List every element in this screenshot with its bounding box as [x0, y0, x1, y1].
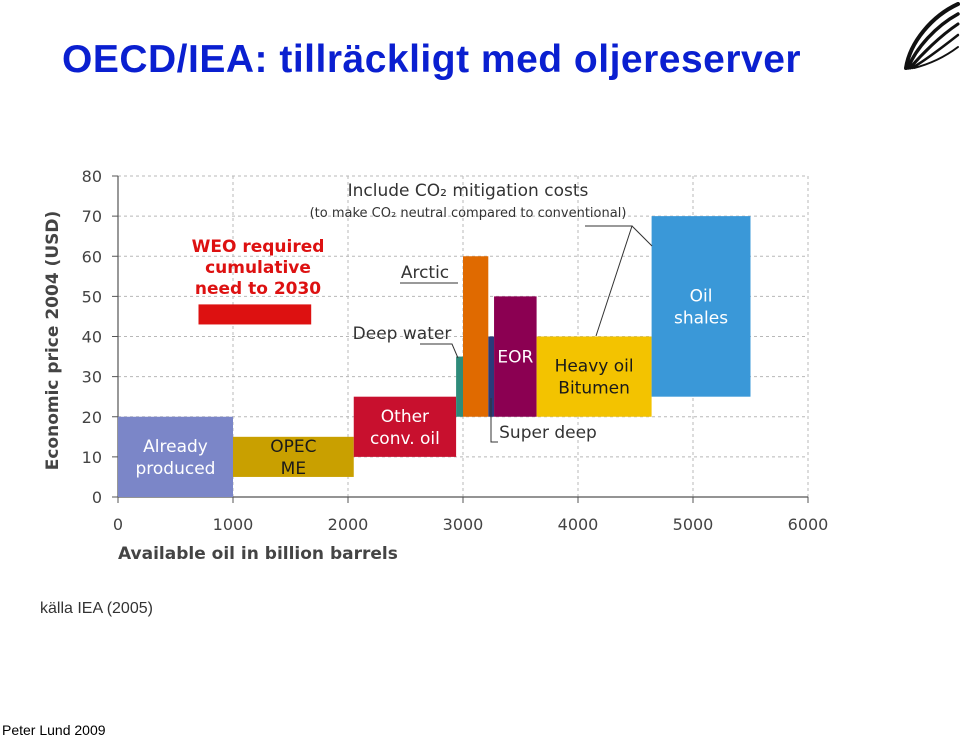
co2-annotation-subtitle: (to make CO₂ neutral compared to convent…	[310, 206, 627, 221]
block-deep-water	[456, 356, 463, 417]
source-note: källa IEA (2005)	[40, 600, 153, 617]
block-already-produced	[118, 416, 233, 497]
block-opec-me	[233, 436, 354, 477]
weo-label: need to 2030	[195, 279, 321, 299]
y-axis-label: Economic price 2004 (USD)	[43, 211, 63, 471]
weo-required-bar	[198, 304, 312, 325]
block-label-eor: EOR	[497, 348, 533, 368]
block-label-heavy-oil-bitumen: Heavy oil	[555, 357, 634, 377]
arctic-annotation: Arctic	[401, 263, 449, 283]
swoosh-logo-icon	[904, 2, 960, 70]
block-label-oil-shales: Oil	[690, 286, 713, 306]
block-label-already-produced: produced	[136, 459, 216, 479]
weo-label: cumulative	[205, 258, 311, 278]
block-label-opec-me: OPEC	[270, 437, 316, 457]
x-tick-label: 1000	[213, 515, 254, 534]
x-tick-label: 4000	[558, 515, 599, 534]
y-tick-label: 0	[92, 488, 102, 507]
block-label-other-conv-oil: Other	[381, 407, 429, 427]
x-tick-label: 6000	[788, 515, 829, 534]
block-eor	[494, 296, 537, 417]
x-axis-label: Available oil in billion barrels	[118, 544, 398, 564]
block-arctic	[463, 256, 489, 417]
slide-title: OECD/IEA: tillräckligt med oljereserver	[62, 38, 802, 81]
y-tick-label: 20	[82, 408, 102, 427]
block-oil-shales	[651, 216, 751, 397]
deep-water-leader	[420, 343, 459, 359]
y-tick-label: 40	[82, 328, 102, 347]
block-label-heavy-oil-bitumen: Bitumen	[558, 379, 630, 399]
super-deep-annotation: Super deep	[499, 423, 597, 443]
y-tick-label: 10	[82, 448, 102, 467]
y-tick-label: 80	[82, 167, 102, 186]
y-tick-label: 70	[82, 207, 102, 226]
block-heavy-oil-bitumen	[536, 336, 652, 417]
block-label-oil-shales: shales	[674, 308, 728, 328]
block-label-already-produced: Already	[143, 437, 208, 457]
y-tick-label: 60	[82, 247, 102, 266]
supply-cost-chart: 0 10 20 30 40 50 60 70 80 0 1000 2000 3000 4000 5000 60…	[43, 167, 829, 564]
y-tick-label: 30	[82, 368, 102, 387]
x-tick-label: 5000	[673, 515, 714, 534]
co2-leader-oil-shales	[631, 225, 653, 247]
block-label-other-conv-oil: conv. oil	[370, 429, 440, 449]
deep-water-annotation: Deep water	[353, 324, 452, 344]
x-tick-label: 3000	[443, 515, 484, 534]
y-tick-label: 50	[82, 287, 102, 306]
author-footer: Peter Lund 2009	[2, 722, 106, 738]
weo-label: WEO required	[192, 237, 325, 257]
block-other-conv-oil	[353, 396, 457, 457]
block-label-opec-me: ME	[281, 459, 306, 479]
super-deep-leader	[490, 398, 498, 443]
x-tick-label: 2000	[328, 515, 369, 534]
block-super-deep	[488, 336, 495, 417]
co2-annotation-title: Include CO₂ mitigation costs	[348, 181, 589, 201]
x-tick-label: 0	[113, 515, 123, 534]
